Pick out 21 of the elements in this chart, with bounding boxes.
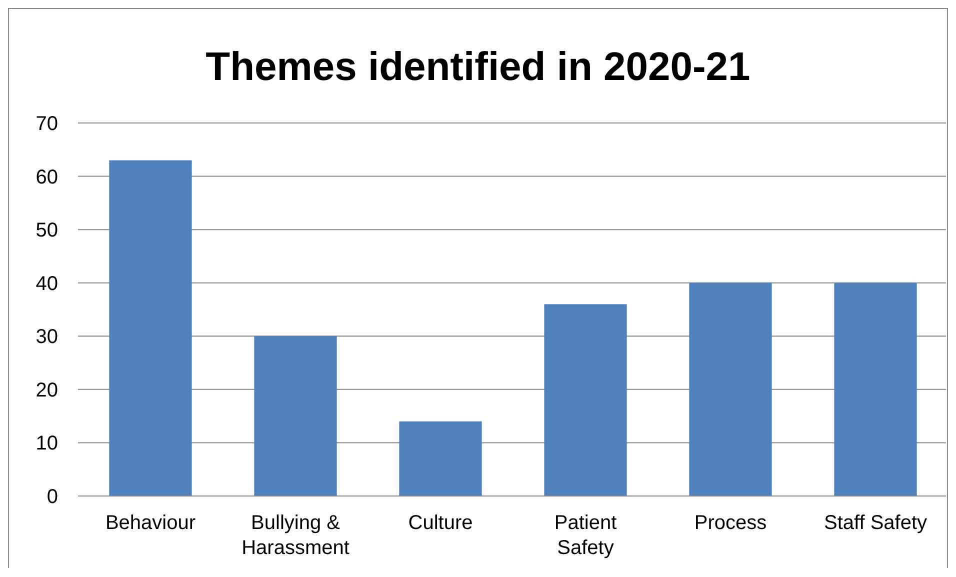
- x-tick-label: Culture: [408, 512, 473, 534]
- chart-title: Themes identified in 2020-21: [206, 45, 750, 89]
- y-tick-label: 20: [36, 379, 58, 402]
- x-tick-label: Patient Safety: [554, 512, 618, 559]
- x-tick-label: Staff Safety: [824, 512, 928, 534]
- x-tick-label: Process: [694, 512, 767, 534]
- bar: [399, 421, 482, 496]
- bar: [544, 304, 627, 496]
- y-tick-label: 30: [36, 326, 58, 348]
- bar: [109, 160, 192, 496]
- bar: [689, 282, 772, 496]
- y-tick-label: 40: [36, 272, 58, 295]
- bar: [834, 282, 917, 496]
- y-tick-label: 0: [46, 486, 58, 508]
- y-tick-label: 10: [36, 432, 58, 455]
- x-tick-label: Bullying & Harassment: [242, 512, 350, 559]
- y-tick-label: 70: [36, 113, 58, 135]
- y-tick-label: 60: [36, 166, 58, 188]
- x-tick-label: Behaviour: [105, 512, 196, 534]
- y-tick-label: 50: [36, 220, 58, 242]
- bar: [254, 336, 337, 496]
